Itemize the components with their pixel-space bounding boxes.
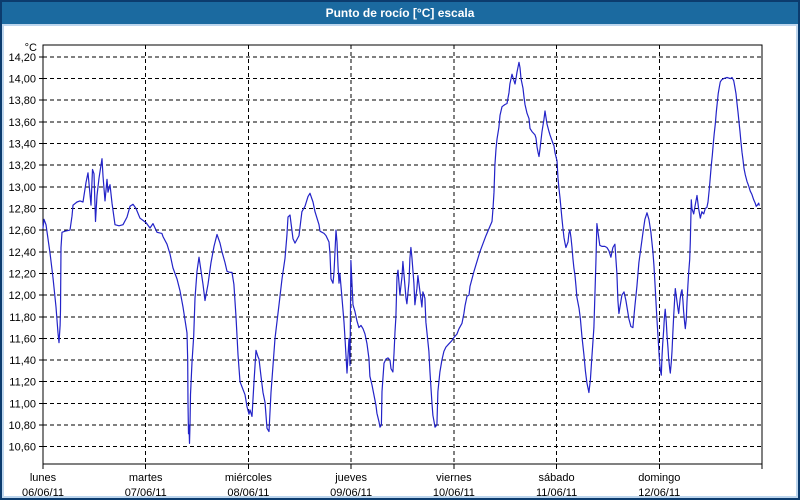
y-tick-label: 10,80 xyxy=(8,420,36,432)
y-tick-label: 12,80 xyxy=(8,204,36,216)
page-title: Punto de rocío [°C] escala xyxy=(325,6,475,20)
x-day-label: jueves xyxy=(334,472,367,484)
x-date-label: 07/06/11 xyxy=(125,487,167,496)
title-bar: Punto de rocío [°C] escala xyxy=(2,2,798,24)
y-tick-label: 11,20 xyxy=(9,377,36,389)
x-day-label: lunes xyxy=(30,472,57,484)
y-tick-label: 11,40 xyxy=(9,355,36,367)
x-day-label: domingo xyxy=(638,472,680,484)
y-tick-label: 11,60 xyxy=(9,333,36,345)
plot-border xyxy=(42,44,763,465)
dewpoint-series-line xyxy=(42,61,760,444)
chart-area: 14,20 14,00 13,80 13,60 13,40 13,20 13,00 12,80… xyxy=(4,26,796,496)
x-day-label: miércoles xyxy=(225,472,273,484)
y-tick-label: 12,40 xyxy=(8,247,36,259)
y-tick-label: 11,00 xyxy=(9,398,36,410)
dewpoint-line-chart: 14,20 14,00 13,80 13,60 13,40 13,20 13,00 12,80… xyxy=(8,42,763,496)
x-date-label: 10/06/11 xyxy=(433,487,475,496)
x-date-label: 09/06/11 xyxy=(330,487,372,496)
y-tick-label: 14,00 xyxy=(8,74,36,86)
y-tick-label: 12,20 xyxy=(8,268,36,280)
y-tick-label: 10,60 xyxy=(8,442,36,454)
y-tick-label: 12,60 xyxy=(8,225,36,237)
y-tick-label: 14,20 xyxy=(8,52,36,64)
y-axis-unit-label: °C xyxy=(25,42,37,54)
y-tick-label: 11,80 xyxy=(9,312,36,324)
y-tick-label: 12,00 xyxy=(8,290,36,302)
x-date-label: 08/06/11 xyxy=(227,487,269,496)
y-tick-label: 13,40 xyxy=(8,139,36,151)
x-date-label: 11/06/11 xyxy=(536,487,577,496)
y-tick-label: 13,80 xyxy=(8,95,36,107)
x-day-label: sábado xyxy=(539,472,575,484)
x-day-label: viernes xyxy=(436,472,472,484)
y-tick-label: 13,00 xyxy=(8,182,36,194)
y-tick-label: 13,20 xyxy=(8,160,36,172)
y-tick-label: 13,60 xyxy=(8,117,36,129)
x-date-label: 06/06/11 xyxy=(22,487,64,496)
x-day-label: martes xyxy=(129,472,163,484)
x-date-label: 12/06/11 xyxy=(638,487,680,496)
